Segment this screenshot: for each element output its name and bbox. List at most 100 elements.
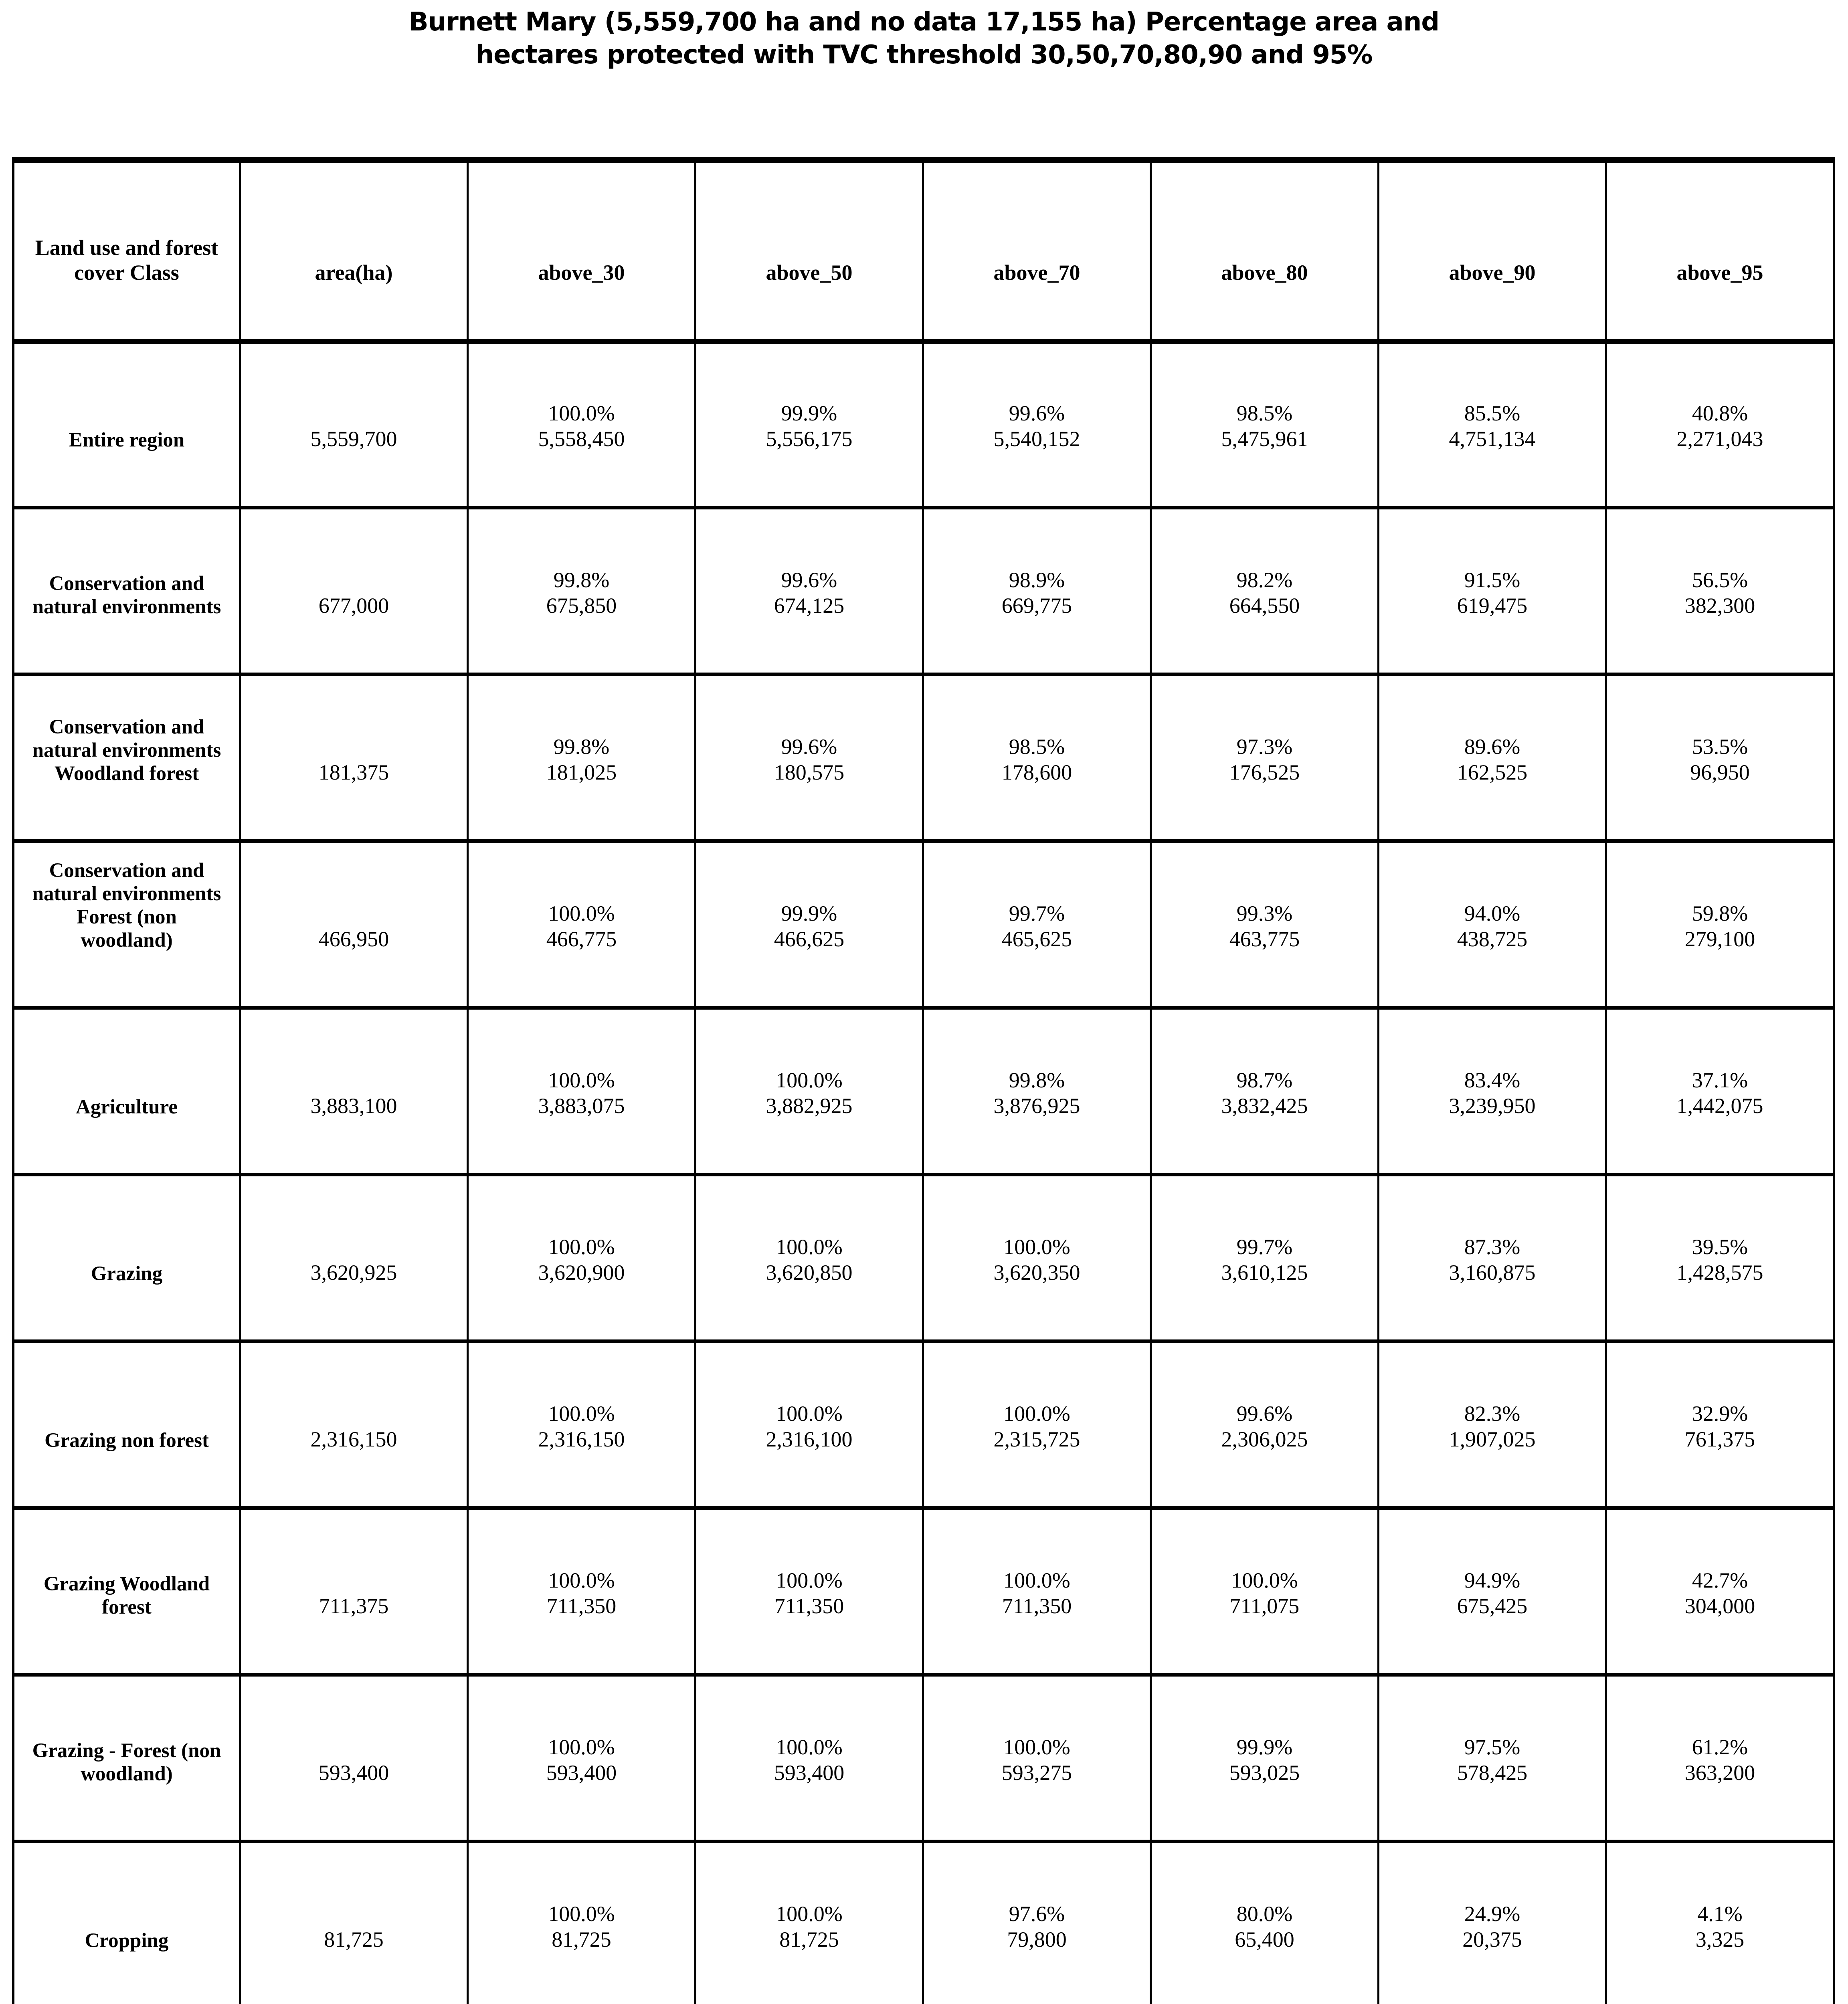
hectares-value: 664,550 xyxy=(1229,594,1300,618)
hectares-value: 5,475,961 xyxy=(1221,427,1308,451)
hectares-value: 463,775 xyxy=(1229,927,1300,951)
data-cell-content: 94.9% 675,425 xyxy=(1383,1568,1601,1619)
hectares-value: 3,620,350 xyxy=(993,1261,1080,1285)
header-cell: above_80 xyxy=(1150,163,1377,339)
data-cell: 100.0% 3,882,925 xyxy=(694,1006,922,1173)
row-label-cell: Conservation and natural environments Fo… xyxy=(14,839,239,1006)
header-cell: area(ha) xyxy=(239,163,467,339)
percent-value: 39.5% xyxy=(1692,1235,1748,1259)
hectares-value: 382,300 xyxy=(1684,594,1755,618)
percent-value: 100.0% xyxy=(776,1735,843,1759)
data-cell-content: 99.9% 5,556,175 xyxy=(700,400,918,452)
data-cell: 100.0% 466,775 xyxy=(467,839,694,1006)
hectares-value: 3,620,900 xyxy=(538,1261,625,1285)
data-cell-content: 87.3% 3,160,875 xyxy=(1383,1234,1601,1285)
data-cell-content: 99.3% 463,775 xyxy=(1156,901,1373,952)
percent-value: 24.9% xyxy=(1464,1902,1520,1926)
data-cell: 91.5% 619,475 xyxy=(1377,506,1605,673)
data-cell-content: 61.2% 363,200 xyxy=(1611,1734,1829,1786)
row-label: Agriculture xyxy=(75,1096,178,1118)
percent-value: 85.5% xyxy=(1464,401,1520,425)
data-cell: 98.9% 669,775 xyxy=(922,506,1150,673)
data-cell: 32.9% 761,375 xyxy=(1605,1339,1833,1506)
hectares-value: 593,400 xyxy=(774,1761,845,1785)
data-cell-content: 97.6% 79,800 xyxy=(928,1901,1146,1952)
percent-value: 80.0% xyxy=(1236,1902,1293,1926)
percent-value: 98.9% xyxy=(1009,568,1065,592)
data-cell: 98.5% 178,600 xyxy=(922,673,1150,839)
data-cell-content: 59.8% 279,100 xyxy=(1611,901,1829,952)
percent-value: 100.0% xyxy=(1003,1235,1070,1259)
hectares-value: 3,620,850 xyxy=(766,1261,853,1285)
data-cell-content: 99.8% 181,025 xyxy=(473,734,690,785)
area-value: 711,375 xyxy=(319,1594,389,1618)
page-title-line2: hectares protected with TVC threshold 30… xyxy=(475,40,1373,70)
data-cell: 56.5% 382,300 xyxy=(1605,506,1833,673)
percent-value: 94.9% xyxy=(1464,1568,1520,1592)
data-cell-content: 98.5% 5,475,961 xyxy=(1156,400,1373,452)
row-label: Grazing xyxy=(91,1263,163,1285)
hectares-value: 81,725 xyxy=(552,1927,611,1951)
hectares-value: 465,625 xyxy=(1001,927,1072,951)
data-cell: 98.5% 5,475,961 xyxy=(1150,339,1377,506)
percent-value: 37.1% xyxy=(1692,1068,1748,1092)
data-cell-content: 98.7% 3,832,425 xyxy=(1156,1067,1373,1119)
data-cell-content: 100.0% 711,350 xyxy=(700,1568,918,1619)
data-cell-content: 4.1% 3,325 xyxy=(1611,1901,1829,1952)
data-cell: 87.3% 3,160,875 xyxy=(1377,1173,1605,1339)
data-cell: 99.7% 3,610,125 xyxy=(1150,1173,1377,1339)
data-cell-content: 85.5% 4,751,134 xyxy=(1383,400,1601,452)
percent-value: 98.2% xyxy=(1236,568,1293,592)
page-title: Burnett Mary (5,559,700 ha and no data 1… xyxy=(0,6,1848,71)
hectares-value: 711,350 xyxy=(774,1594,844,1618)
hectares-value: 619,475 xyxy=(1457,594,1528,618)
data-cell: 37.1% 1,442,075 xyxy=(1605,1006,1833,1173)
data-cell-content: 100.0% 5,558,450 xyxy=(473,400,690,452)
data-cell-content: 82.3% 1,907,025 xyxy=(1383,1401,1601,1452)
hectares-value: 3,832,425 xyxy=(1221,1094,1308,1118)
hectares-value: 1,428,575 xyxy=(1676,1261,1763,1285)
data-cell-content: 99.9% 593,025 xyxy=(1156,1734,1373,1786)
percent-value: 91.5% xyxy=(1464,568,1520,592)
data-cell-content: 99.6% 2,306,025 xyxy=(1156,1401,1373,1452)
row-label: Grazing non forest xyxy=(44,1429,209,1452)
hectares-value: 711,075 xyxy=(1229,1594,1300,1618)
hectares-value: 3,325 xyxy=(1695,1927,1745,1951)
percent-value: 100.0% xyxy=(548,1235,615,1259)
data-cell-content: 100.0% 3,620,900 xyxy=(473,1234,690,1285)
data-cell-content: 99.9% 466,625 xyxy=(700,901,918,952)
hectares-value: 3,882,925 xyxy=(766,1094,853,1118)
data-cell-content: 100.0% 593,400 xyxy=(473,1734,690,1786)
row-label: Grazing Woodland forest xyxy=(43,1573,210,1618)
data-cell-content: 99.6% 5,540,152 xyxy=(928,400,1146,452)
data-cell: 85.5% 4,751,134 xyxy=(1377,339,1605,506)
percent-value: 56.5% xyxy=(1692,568,1748,592)
hectares-value: 674,125 xyxy=(774,594,845,618)
area-cell: 711,375 xyxy=(239,1506,467,1673)
data-cell: 99.9% 466,625 xyxy=(694,839,922,1006)
data-cell-content: 100.0% 711,350 xyxy=(928,1568,1146,1619)
data-cell-content: 89.6% 162,525 xyxy=(1383,734,1601,785)
hectares-value: 180,575 xyxy=(774,760,845,784)
hectares-value: 79,800 xyxy=(1007,1927,1067,1951)
data-cell-content: 100.0% 81,725 xyxy=(700,1901,918,1952)
percent-value: 100.0% xyxy=(548,1568,615,1592)
data-cell: 97.5% 578,425 xyxy=(1377,1673,1605,1840)
data-cell: 99.6% 5,540,152 xyxy=(922,339,1150,506)
data-cell-content: 100.0% 3,882,925 xyxy=(700,1067,918,1119)
data-cell: 99.8% 675,850 xyxy=(467,506,694,673)
row-label-cell: Grazing Woodland forest xyxy=(14,1506,239,1673)
data-cell-content: 94.0% 438,725 xyxy=(1383,901,1601,952)
percent-value: 100.0% xyxy=(776,1902,843,1926)
data-cell: 40.8% 2,271,043 xyxy=(1605,339,1833,506)
data-cell: 100.0% 3,883,075 xyxy=(467,1006,694,1173)
header-cell: above_70 xyxy=(922,163,1150,339)
percent-value: 87.3% xyxy=(1464,1235,1520,1259)
hectares-value: 466,625 xyxy=(774,927,845,951)
data-cell: 99.6% 180,575 xyxy=(694,673,922,839)
header-label: above_90 xyxy=(1449,261,1536,285)
hectares-value: 593,275 xyxy=(1001,1761,1072,1785)
hectares-value: 65,400 xyxy=(1235,1927,1294,1951)
data-cell-content: 100.0% 2,316,100 xyxy=(700,1401,918,1452)
hectares-value: 675,425 xyxy=(1457,1594,1528,1618)
